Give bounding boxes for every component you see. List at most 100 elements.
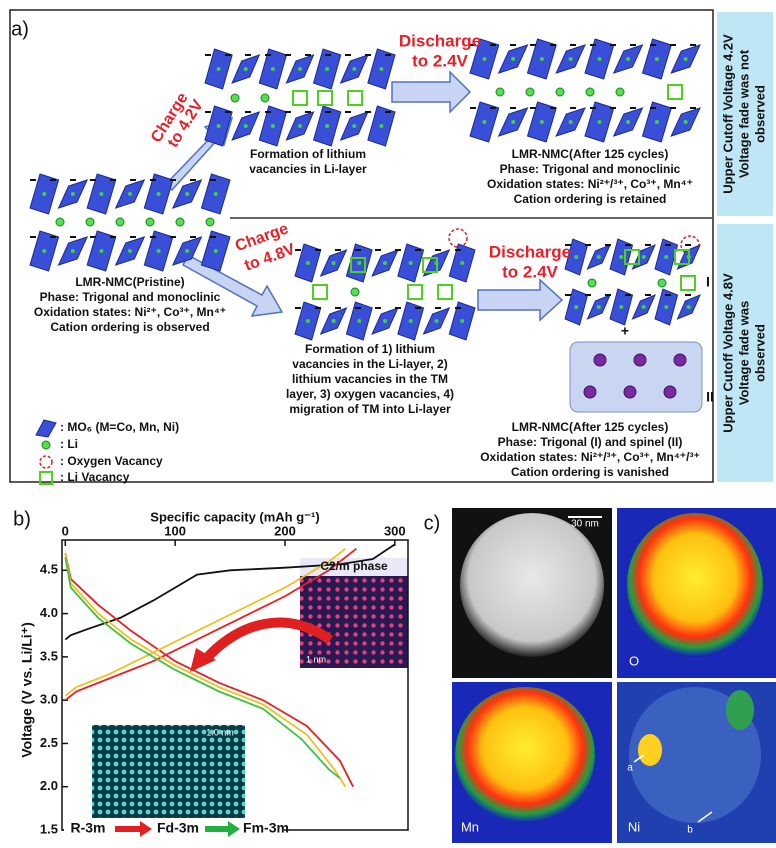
tm-atom: [244, 67, 248, 71]
state-text: Cation ordering is vanished: [511, 465, 669, 479]
tm-atom: [434, 319, 438, 323]
li-atom: [231, 94, 239, 102]
discharge-label: Discharge: [489, 242, 571, 261]
tm-atom: [306, 261, 310, 265]
tm-atom: [597, 120, 601, 124]
tm-atom: [626, 57, 630, 61]
tm-atom: [409, 261, 413, 265]
phase-label: Fm-3m: [243, 820, 289, 836]
tm-atom: [244, 124, 248, 128]
tm-atom: [626, 120, 630, 124]
tm-atom: [664, 305, 668, 309]
state-text: Phase: Trigonal (I) and spinel (II): [498, 435, 683, 449]
tm-atom: [569, 120, 573, 124]
li-atom: [616, 88, 624, 96]
state-text: Phase: Trigonal and monoclinic: [500, 162, 681, 176]
tm-atom: [409, 319, 413, 323]
li-atom: [351, 288, 359, 296]
side-text: Upper Cutoff Voltage 4.2V: [720, 34, 735, 194]
tm-atom: [574, 305, 578, 309]
tm-atom: [379, 67, 383, 71]
tm-atom: [332, 261, 336, 265]
legend-text: : Li Vacancy: [60, 470, 130, 484]
tm-atom: [71, 249, 75, 253]
map-label: O: [629, 653, 639, 668]
step-text: migration of TM into Li-layer: [289, 402, 451, 416]
tm-atom: [128, 249, 132, 253]
tm-atom: [332, 319, 336, 323]
inset-label: C2/m phase: [320, 559, 388, 573]
tm-atom: [664, 255, 668, 259]
step-text: vacancies in the Li-layer, 2): [292, 357, 447, 371]
tm-atom: [569, 57, 573, 61]
step-text: Formation of 1) lithium: [305, 342, 435, 356]
legend-text: : Li: [60, 437, 78, 451]
tm-atom: [357, 261, 361, 265]
tm-atom: [298, 67, 302, 71]
y-tick-label: 4.5: [40, 562, 58, 577]
particle: [455, 687, 595, 823]
phase-mark: +: [621, 323, 629, 339]
li-atom: [526, 88, 534, 96]
tm-atom: [352, 124, 356, 128]
step-text: vacancies in Li-layer: [249, 162, 367, 176]
side-text: Upper Cutoff Voltage 4.8V: [720, 273, 735, 433]
tm-atom: [379, 124, 383, 128]
y-tick-label: 4.0: [40, 605, 58, 620]
marker-label: a: [627, 763, 633, 774]
panel-label: c): [424, 512, 441, 534]
tm-atom: [99, 192, 103, 196]
spinel-atom: [594, 354, 606, 366]
li-atom: [556, 88, 564, 96]
tm-atom: [42, 249, 46, 253]
tm-atom: [298, 124, 302, 128]
state-text: Oxidation states: Ni²⁺/³⁺, Co³⁺, Mn⁴⁺/³⁺: [480, 450, 700, 464]
map-label: Mn: [461, 819, 479, 834]
state-text: LMR-NMC(After 125 cycles): [512, 420, 669, 434]
tm-atom: [42, 192, 46, 196]
li-atom: [658, 279, 666, 287]
tm-atom: [128, 192, 132, 196]
particle: [460, 513, 604, 657]
phase-mark: I: [706, 274, 710, 290]
y-tick-label: 1.5: [40, 821, 58, 836]
tm-atom: [214, 249, 218, 253]
tm-atom: [383, 261, 387, 265]
discharge-label: Discharge: [399, 31, 481, 50]
tm-atom: [540, 120, 544, 124]
y-tick-label: 2.0: [40, 778, 58, 793]
li-atom: [146, 218, 154, 226]
tm-atom: [383, 319, 387, 323]
tm-atom: [482, 57, 486, 61]
discharge-label: to 2.4V: [502, 262, 558, 281]
tm-atom: [460, 261, 464, 265]
phase-mark: II: [706, 389, 714, 405]
state-text: Phase: Trigonal and monoclinic: [40, 290, 221, 304]
tm-atom: [271, 124, 275, 128]
tm-atom: [157, 192, 161, 196]
tm-atom: [217, 124, 221, 128]
tm-atom: [655, 57, 659, 61]
hotspot: [726, 690, 754, 730]
tm-atom: [99, 249, 103, 253]
state-text: Cation ordering is observed: [50, 320, 209, 334]
step-text: lithium vacancies in the TM: [292, 372, 448, 386]
panel-label: a): [11, 18, 29, 40]
spinel-atom: [634, 354, 646, 366]
tm-atom: [540, 57, 544, 61]
phase-label: R-3m: [70, 820, 105, 836]
scale-label: 1.0 nm: [206, 727, 234, 737]
state-text: Cation ordering is retained: [514, 192, 667, 206]
tm-atom: [597, 305, 601, 309]
x-tick-label: 300: [384, 523, 406, 538]
state-text: LMR-NMC(After 125 cycles): [512, 147, 669, 161]
particle: [627, 513, 763, 657]
discharge-label: to 2.4V: [412, 51, 468, 70]
y-tick-label: 3.5: [40, 648, 58, 663]
state-text: LMR-NMC(Pristine): [75, 275, 184, 289]
tm-atom: [325, 124, 329, 128]
tm-atom: [157, 249, 161, 253]
hotspot: [638, 734, 662, 766]
spinel-crystal: [570, 342, 702, 412]
li-atom: [586, 88, 594, 96]
